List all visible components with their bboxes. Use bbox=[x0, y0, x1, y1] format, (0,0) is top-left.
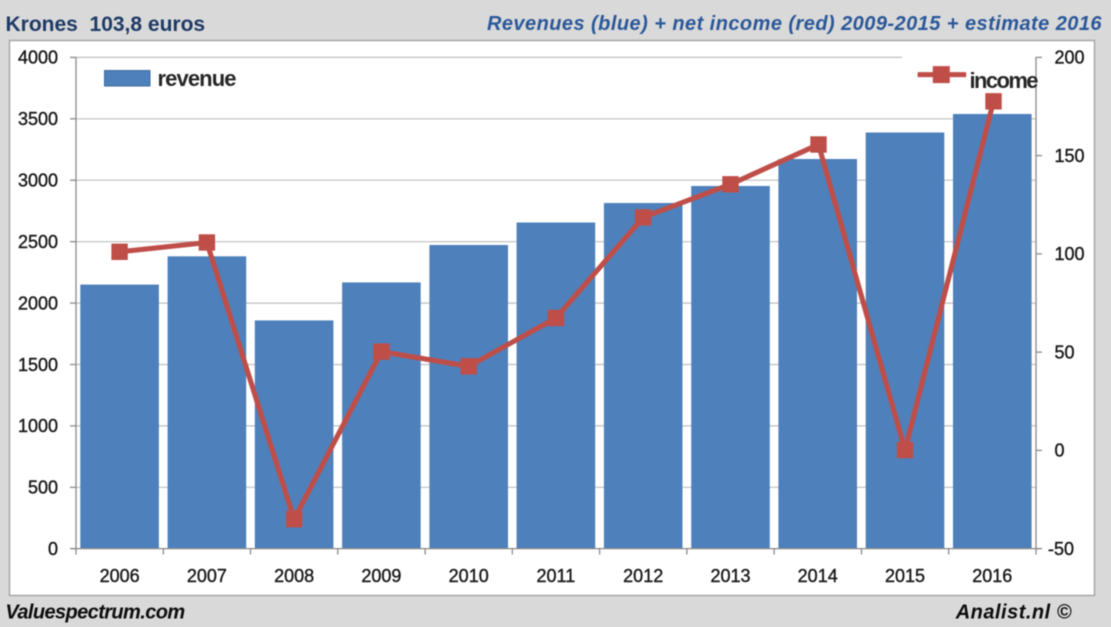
svg-text:2016: 2016 bbox=[972, 566, 1012, 586]
svg-text:100: 100 bbox=[1055, 244, 1085, 264]
svg-text:150: 150 bbox=[1055, 146, 1085, 166]
svg-text:500: 500 bbox=[28, 478, 58, 498]
svg-text:2000: 2000 bbox=[18, 293, 58, 313]
svg-text:Krones 103,8 euros: Krones 103,8 euros bbox=[6, 13, 206, 36]
svg-text:2011: 2011 bbox=[537, 566, 576, 586]
svg-text:0: 0 bbox=[1055, 441, 1065, 461]
svg-text:2009: 2009 bbox=[361, 566, 401, 586]
svg-text:income: income bbox=[970, 68, 1039, 93]
svg-text:2013: 2013 bbox=[710, 566, 750, 586]
svg-text:1500: 1500 bbox=[18, 355, 58, 375]
svg-text:0: 0 bbox=[48, 539, 58, 559]
svg-text:4000: 4000 bbox=[18, 48, 58, 68]
svg-text:2006: 2006 bbox=[100, 566, 140, 586]
svg-text:Revenues (blue) + net income (: Revenues (blue) + net income (red) 2009-… bbox=[487, 13, 1102, 35]
svg-text:200: 200 bbox=[1055, 48, 1085, 68]
svg-text:-50: -50 bbox=[1048, 539, 1074, 559]
svg-text:2015: 2015 bbox=[885, 566, 925, 586]
svg-text:revenue: revenue bbox=[158, 66, 237, 91]
svg-text:3000: 3000 bbox=[18, 171, 58, 191]
svg-text:2010: 2010 bbox=[449, 566, 489, 586]
svg-text:2014: 2014 bbox=[798, 566, 838, 586]
svg-text:50: 50 bbox=[1055, 342, 1075, 362]
svg-text:1000: 1000 bbox=[18, 416, 58, 436]
svg-text:2007: 2007 bbox=[187, 566, 227, 586]
svg-text:Valuespectrum.com: Valuespectrum.com bbox=[5, 601, 184, 623]
svg-text:3500: 3500 bbox=[18, 109, 58, 129]
svg-text:2500: 2500 bbox=[18, 232, 58, 252]
svg-text:Analist.nl ©: Analist.nl © bbox=[955, 602, 1072, 624]
svg-text:2012: 2012 bbox=[623, 566, 663, 586]
svg-text:2008: 2008 bbox=[274, 566, 314, 586]
